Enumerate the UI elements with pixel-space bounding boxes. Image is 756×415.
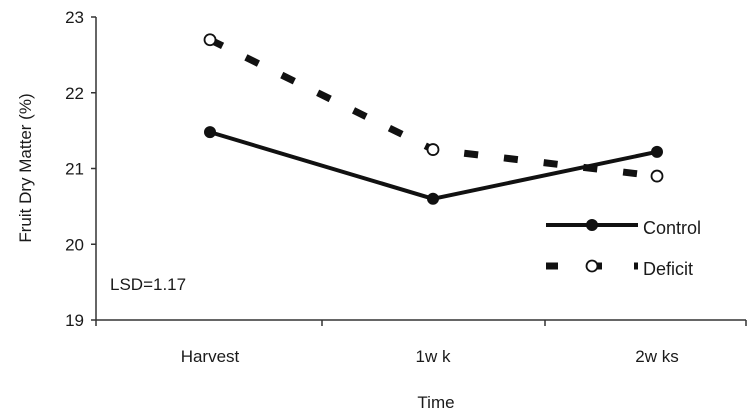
- series-layer: [203, 33, 664, 205]
- y-tick-label: 23: [65, 8, 84, 27]
- lsd-annotation: LSD=1.17: [110, 275, 186, 294]
- legend-deficit-marker: [585, 259, 599, 273]
- data-point-control: [427, 192, 439, 205]
- legend-control-label: Control: [643, 218, 701, 238]
- x-tick-label: 1w k: [416, 347, 451, 366]
- x-axis: Harvest 1w k 2w ks: [95, 319, 747, 366]
- data-point-control: [651, 145, 663, 158]
- x-tick-label: Harvest: [181, 347, 240, 366]
- y-tick-label: 22: [65, 84, 84, 103]
- y-axis-label: Fruit Dry Matter (%): [16, 93, 35, 242]
- y-tick-label: 19: [65, 311, 84, 330]
- y-ticks: 19 20 21 22 23: [65, 8, 96, 330]
- legend: Control Deficit: [546, 218, 701, 279]
- y-tick-label: 20: [65, 235, 84, 254]
- data-point-control: [204, 126, 216, 139]
- data-point-deficit: [426, 143, 440, 156]
- data-point-deficit: [203, 33, 217, 47]
- legend-control-marker: [586, 219, 598, 231]
- x-ticks: Harvest 1w k 2w ks: [95, 320, 747, 366]
- y-axis: 19 20 21 22 23: [65, 8, 97, 330]
- legend-deficit-label: Deficit: [643, 259, 693, 279]
- legend-item-control: Control: [546, 218, 701, 238]
- x-tick-label: 2w ks: [635, 347, 678, 366]
- data-point-deficit: [650, 169, 664, 183]
- legend-item-deficit: Deficit: [546, 259, 693, 279]
- y-tick-label: 21: [65, 160, 84, 179]
- x-axis-label: Time: [417, 393, 454, 412]
